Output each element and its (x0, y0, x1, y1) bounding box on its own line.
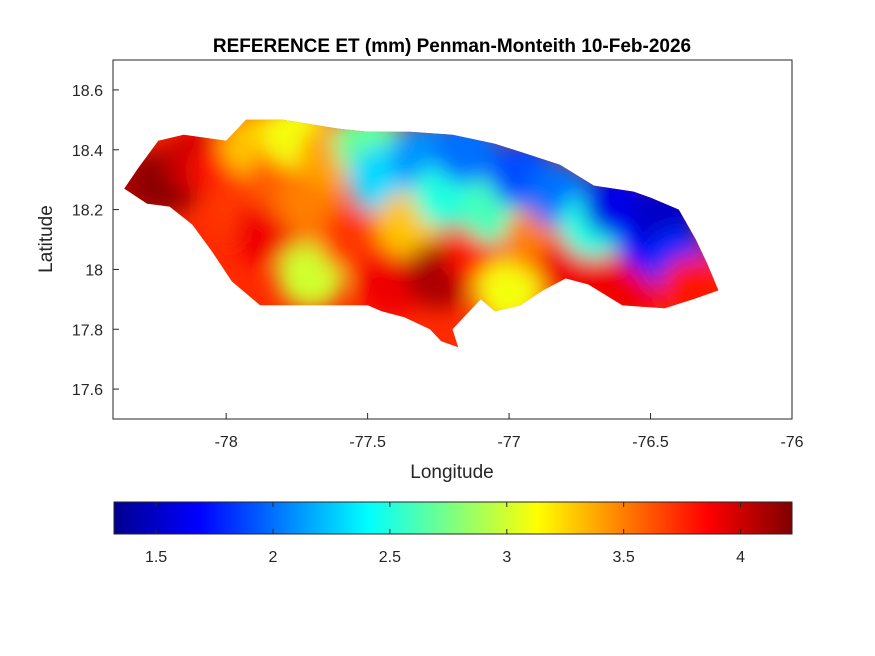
y-axis: 17.6 17.8 18 18.2 18.4 18.6 (72, 83, 119, 399)
y-axis-label: Latitude (36, 205, 57, 273)
x-axis-label: Longitude (410, 462, 493, 483)
y-tick-label: 18.6 (72, 83, 103, 100)
colorbar-tick-label: 3.5 (613, 549, 635, 566)
y-tick-label: 18.4 (72, 143, 103, 160)
chart-title: REFERENCE ET (mm) Penman-Monteith 10-Feb… (213, 36, 691, 57)
colorbar-tick-label: 4 (736, 549, 745, 566)
x-tick-label: -77 (498, 434, 521, 451)
x-axis: -78 -77.5 -77 -76.5 -76 (215, 413, 804, 451)
colorbar-gradient (113, 501, 793, 535)
y-tick-label: 17.6 (72, 382, 103, 399)
plot-frame (112, 59, 793, 420)
colorbar: 1.5 2 2.5 3 3.5 4 (113, 501, 793, 566)
y-tick-label: 18 (85, 262, 103, 279)
et-value-point-12 (319, 205, 388, 274)
colorbar-tick-label: 1.5 (145, 549, 167, 566)
y-tick-label: 17.8 (72, 322, 103, 339)
colorbar-tick-label: 2 (269, 549, 278, 566)
x-tick-label: -76 (780, 434, 803, 451)
x-tick-label: -76.5 (632, 434, 669, 451)
x-tick-label: -77.5 (349, 434, 386, 451)
x-tick-label: -78 (215, 434, 238, 451)
colorbar-ticks: 1.5 2 2.5 3 3.5 4 (145, 502, 745, 566)
colorbar-tick-label: 2.5 (379, 549, 401, 566)
y-tick-label: 18.2 (72, 203, 103, 220)
colorbar-tick-label: 3 (502, 549, 511, 566)
